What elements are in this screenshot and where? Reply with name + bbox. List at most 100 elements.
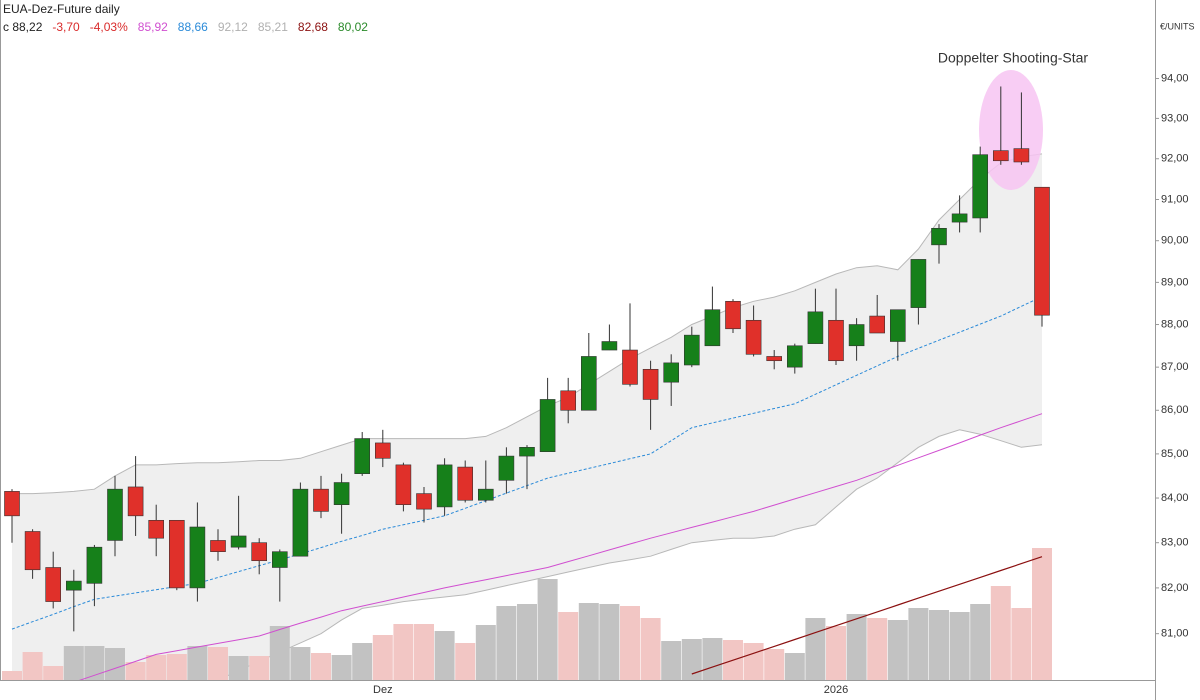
y-tick-label: 89,00 — [1161, 276, 1189, 288]
candle-body — [251, 542, 267, 562]
indicator-value: 92,12 — [217, 20, 248, 34]
y-tick-label: 83,00 — [1161, 537, 1189, 549]
volume-bar — [105, 648, 125, 680]
band-upper — [12, 153, 1043, 495]
candle-body — [313, 488, 329, 512]
candle-body — [189, 526, 206, 589]
volume-bar — [393, 624, 414, 680]
volume-bar — [63, 646, 84, 680]
volume-bar — [455, 643, 476, 680]
volume-bar — [990, 586, 1011, 680]
highlight-ellipse — [979, 70, 1043, 190]
candle-body — [642, 368, 659, 400]
y-tick-label: 88,00 — [1161, 318, 1189, 330]
candle-body — [127, 486, 144, 517]
volume-bar — [764, 649, 785, 680]
volume-bar — [372, 635, 393, 680]
candle-body — [828, 319, 844, 362]
volume-bar — [640, 618, 661, 680]
candle-body — [4, 491, 20, 517]
candle-body — [210, 540, 226, 552]
candle-body — [86, 546, 103, 584]
volume-bar — [826, 626, 846, 680]
candle-body — [148, 519, 164, 539]
candle-body — [292, 488, 309, 557]
volume-bar — [84, 646, 105, 680]
candle-body — [230, 535, 247, 548]
volume-bar — [784, 653, 805, 680]
y-tick-label: 91,00 — [1161, 193, 1189, 205]
candle-body — [889, 309, 906, 342]
volume-bar — [970, 604, 991, 680]
candle-body — [416, 493, 432, 510]
annotation: Doppelter Shooting-Star — [938, 50, 1089, 66]
x-tick-label: 2026 — [824, 684, 848, 696]
x-tick-label: Dez — [373, 684, 393, 696]
band-layer — [12, 153, 1043, 680]
volume-bar — [805, 618, 826, 680]
volume-bar — [249, 656, 270, 680]
volume-bar — [414, 624, 434, 680]
volume-bar — [1011, 608, 1032, 680]
candle-body — [66, 580, 82, 591]
indicator-value: -4,03% — [89, 20, 128, 34]
candle-body — [457, 466, 474, 501]
indicator-value: 82,68 — [297, 20, 328, 34]
volume-bar — [125, 662, 146, 680]
candle-body — [725, 300, 741, 330]
candle-body — [766, 356, 783, 362]
candle-body — [683, 334, 700, 366]
candle-body — [951, 213, 968, 223]
indicator-values: c 88,22 -3,70 -4,03% 85,92 88,66 92,12 85,21 82… — [3, 20, 378, 34]
volume-bar — [2, 671, 22, 680]
volume-bar — [352, 643, 373, 680]
volume-bar — [846, 614, 867, 680]
indicator-value: 85,21 — [257, 20, 288, 34]
candle-body — [869, 315, 886, 334]
volume-bar — [558, 612, 579, 680]
candle-body — [436, 464, 453, 508]
volume-bar — [517, 604, 537, 680]
mark-layer — [2, 86, 1052, 680]
volume-average-line — [691, 556, 1043, 675]
y-tick-label: 85,00 — [1161, 448, 1189, 460]
candle-body — [580, 356, 597, 411]
candle-body — [622, 349, 638, 385]
y-tick-label: 92,00 — [1161, 153, 1189, 165]
y-tick-label: 82,00 — [1161, 582, 1189, 594]
candle-body — [395, 464, 412, 505]
candle-body — [477, 488, 494, 501]
chart-title: EUA-Dez-Future daily — [3, 2, 120, 16]
volume-bar — [867, 618, 888, 680]
volume-bar — [908, 608, 929, 680]
candle-body — [704, 309, 721, 347]
y-tick-label: 93,00 — [1161, 112, 1189, 124]
volume-bar — [311, 653, 331, 680]
candle-body — [992, 150, 1009, 162]
candle-body — [498, 455, 515, 481]
volume-bar — [661, 641, 682, 680]
volume-bar — [743, 643, 764, 680]
volume-bar — [599, 604, 620, 680]
volume-bar — [187, 646, 208, 680]
candle-body — [539, 399, 556, 452]
indicator-value: c 88,22 — [3, 20, 43, 34]
indicator-value: 80,02 — [337, 20, 368, 34]
y-tick-label: 86,00 — [1161, 404, 1189, 416]
candle-body — [560, 390, 577, 411]
y-tick-label: 84,00 — [1161, 492, 1189, 504]
y-tick-label: 87,00 — [1161, 361, 1189, 373]
candle-body — [601, 341, 618, 351]
volume-bar — [290, 647, 311, 680]
volume-bar — [208, 647, 228, 680]
volume-bar — [228, 656, 249, 680]
indicator-value: -3,70 — [52, 20, 80, 34]
volume-bar — [949, 612, 970, 680]
candle-body — [910, 259, 927, 308]
volume-bar — [702, 638, 723, 680]
band-lower — [215, 429, 1043, 680]
volume-bar — [434, 631, 455, 680]
volume-bar — [43, 666, 64, 680]
